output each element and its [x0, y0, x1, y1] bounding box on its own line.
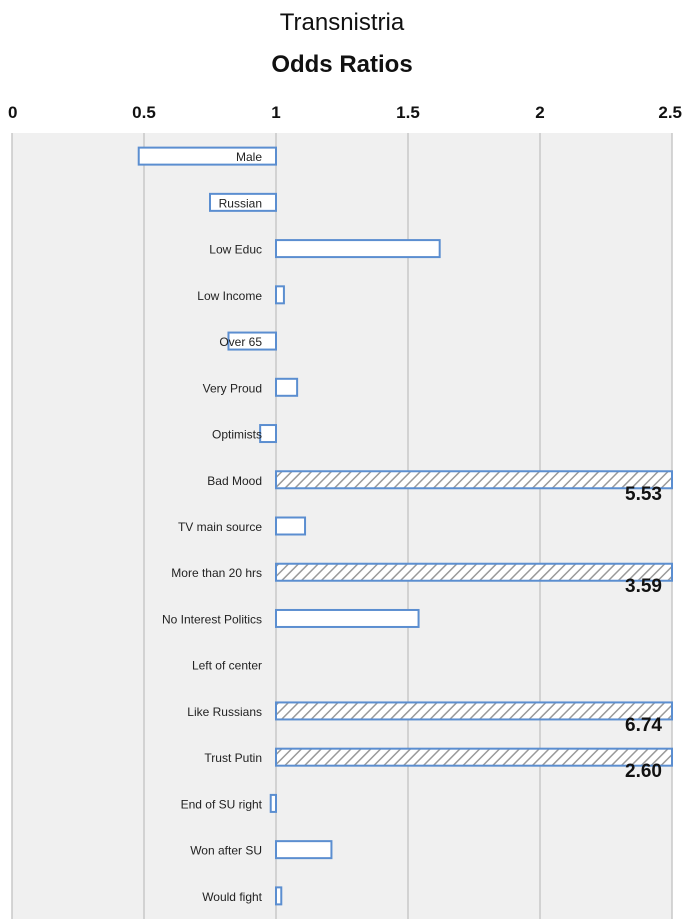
x-tick-label: 1.5 [396, 103, 420, 122]
category-label: Would fight [202, 890, 262, 904]
bar-male [137, 146, 277, 166]
bar-would-fight [275, 886, 283, 906]
bar-over-65 [227, 331, 277, 351]
chart-subtitle: Odds Ratios [271, 51, 412, 78]
category-label: Bad Mood [207, 474, 262, 488]
data-label: 3.59 [625, 576, 662, 597]
data-label: 5.53 [625, 484, 662, 505]
bar-bad-mood [275, 470, 673, 490]
category-label: Won after SU [190, 844, 262, 858]
category-label: TV main source [178, 520, 262, 534]
category-label: More than 20 hrs [171, 566, 262, 580]
bar-more-than-20-hrs [275, 562, 673, 582]
category-label: Over 65 [219, 335, 262, 349]
bar-no-interest-politics [275, 608, 420, 628]
plot-area: 0 0.5 1 1.5 2 2.5 Male Russian Low Educ Low Incom… [8, 103, 682, 919]
bar-end-of-su-right [269, 793, 278, 813]
bar-trust-putin [275, 747, 673, 767]
category-label: Very Proud [203, 381, 262, 395]
category-label: Left of center [192, 659, 262, 673]
x-tick-label: 1 [271, 103, 280, 122]
bar-optimists [259, 424, 278, 444]
data-label: 6.74 [625, 715, 662, 736]
category-label: Russian [219, 196, 262, 210]
category-label: End of SU right [181, 797, 263, 811]
bar-tv-main-source [275, 516, 307, 536]
plot-background [12, 133, 672, 919]
category-label: Trust Putin [204, 751, 262, 765]
x-tick-label: 2 [535, 103, 544, 122]
category-label: Like Russians [187, 705, 262, 719]
category-label: No Interest Politics [162, 612, 262, 626]
bar-like-russians [275, 701, 673, 721]
data-label: 2.60 [625, 761, 662, 782]
category-label: Optimists [212, 428, 262, 442]
category-label: Low Income [197, 289, 262, 303]
bar-very-proud [275, 377, 299, 397]
category-label: Male [236, 150, 262, 164]
bar-low-income [275, 285, 285, 305]
x-tick-label: 0 [8, 103, 17, 122]
x-tick-label: 2.5 [658, 103, 682, 122]
bar-russian [209, 192, 277, 212]
bar-won-after-su [275, 840, 333, 860]
category-label: Low Educ [209, 243, 262, 257]
x-tick-label: 0.5 [132, 103, 156, 122]
chart-title: Transnistria [280, 9, 405, 36]
bar-low-educ [275, 239, 441, 259]
